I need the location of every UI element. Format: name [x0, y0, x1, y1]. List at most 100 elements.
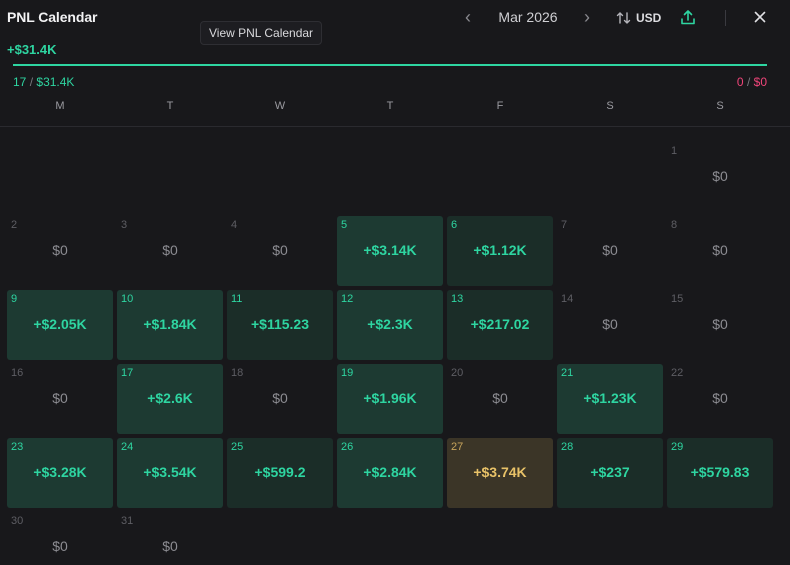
day-number: 2 — [11, 219, 18, 231]
day-number: 25 — [231, 441, 244, 453]
calendar-day-cell[interactable]: 22 $0 — [667, 364, 773, 434]
day-number: 30 — [11, 515, 24, 527]
day-number: 9 — [11, 293, 18, 305]
calendar-day-cell[interactable]: 1 $0 — [667, 142, 773, 212]
day-number: 17 — [121, 367, 134, 379]
weekday-label: T — [386, 100, 394, 112]
calendar-day-cell[interactable]: 20 $0 — [447, 364, 553, 434]
day-pnl-value: $0 — [272, 242, 288, 258]
calendar-day-cell[interactable]: 6 +$1.12K — [447, 216, 553, 286]
win-progress-fill — [13, 64, 767, 66]
day-pnl-value: +$3.28K — [33, 464, 87, 480]
day-pnl-value: $0 — [602, 316, 618, 332]
chevron-left-icon[interactable]: ‹ — [465, 7, 471, 27]
calendar-day-cell[interactable]: 17 +$2.6K — [117, 364, 223, 434]
day-number: 18 — [231, 367, 244, 379]
day-number: 12 — [341, 293, 354, 305]
weekday-label: T — [166, 100, 174, 112]
sort-arrows-icon[interactable] — [616, 10, 632, 26]
day-number: 14 — [561, 293, 574, 305]
calendar-day-cell[interactable]: 23 +$3.28K — [7, 438, 113, 508]
day-pnl-value: +$1.84K — [143, 316, 197, 332]
day-number: 16 — [11, 367, 24, 379]
day-number: 26 — [341, 441, 354, 453]
winning-days-stat: 17 / $31.4K — [13, 75, 74, 89]
win-stat-separator: / — [29, 75, 34, 89]
day-pnl-value: +$2.84K — [363, 464, 417, 480]
day-pnl-value: +$237 — [590, 464, 630, 480]
calendar-day-cell[interactable]: 11 +$115.23 — [227, 290, 333, 360]
calendar-day-cell[interactable]: 18 $0 — [227, 364, 333, 434]
day-number: 24 — [121, 441, 134, 453]
chevron-right-icon[interactable]: › — [584, 7, 590, 27]
close-icon[interactable] — [753, 10, 767, 24]
calendar-day-cell[interactable]: 29 +$579.83 — [667, 438, 773, 508]
day-pnl-value: $0 — [162, 242, 178, 258]
day-number: 11 — [231, 293, 243, 305]
panel-title: PNL Calendar — [7, 9, 98, 25]
calendar-day-cell[interactable]: 13 +$217.02 — [447, 290, 553, 360]
weekday-label: W — [274, 100, 286, 112]
day-pnl-value: +$579.83 — [690, 464, 750, 480]
calendar-day-cell[interactable]: 10 +$1.84K — [117, 290, 223, 360]
calendar-day-cell[interactable]: 26 +$2.84K — [337, 438, 443, 508]
calendar-day-cell[interactable]: 16 $0 — [7, 364, 113, 434]
day-pnl-value: +$2.3K — [367, 316, 413, 332]
weekday-label: S — [716, 100, 724, 112]
day-pnl-value: +$3.14K — [363, 242, 417, 258]
win-days-count: 17 — [13, 75, 27, 89]
day-pnl-value: $0 — [492, 390, 508, 406]
view-pnl-calendar-tooltip: View PNL Calendar — [200, 21, 323, 45]
total-pnl: +$31.4K — [7, 42, 57, 57]
day-number: 31 — [121, 515, 134, 527]
day-pnl-value: $0 — [712, 242, 728, 258]
calendar-day-cell[interactable]: 15 $0 — [667, 290, 773, 360]
calendar-day-cell[interactable]: 25 +$599.2 — [227, 438, 333, 508]
calendar-day-cell[interactable]: 21 +$1.23K — [557, 364, 663, 434]
day-number: 21 — [561, 367, 574, 379]
day-number: 4 — [231, 219, 238, 231]
weekday-label: F — [496, 100, 504, 112]
calendar-day-cell[interactable]: 24 +$3.54K — [117, 438, 223, 508]
share-upload-icon[interactable] — [680, 9, 696, 26]
day-pnl-value: +$2.6K — [147, 390, 193, 406]
calendar-day-cell[interactable]: 12 +$2.3K — [337, 290, 443, 360]
losing-days-stat: 0 / $0 — [737, 75, 767, 89]
day-pnl-value: $0 — [52, 538, 68, 554]
day-number: 7 — [561, 219, 568, 231]
month-label: Mar 2026 — [498, 9, 558, 25]
calendar-day-cell[interactable]: 5 +$3.14K — [337, 216, 443, 286]
day-pnl-value: +$1.12K — [473, 242, 527, 258]
day-number: 5 — [341, 219, 348, 231]
calendar-day-cell[interactable]: 19 +$1.96K — [337, 364, 443, 434]
day-pnl-value: $0 — [162, 538, 178, 554]
day-pnl-value: $0 — [712, 168, 728, 184]
loss-stat-separator: / — [746, 75, 751, 89]
day-pnl-value: $0 — [712, 390, 728, 406]
calendar-day-cell[interactable]: 2 $0 — [7, 216, 113, 286]
calendar-day-cell[interactable]: 3 $0 — [117, 216, 223, 286]
calendar-day-cell[interactable]: 8 $0 — [667, 216, 773, 286]
calendar-day-cell[interactable]: 4 $0 — [227, 216, 333, 286]
day-number: 3 — [121, 219, 128, 231]
calendar-day-cell[interactable]: 7 $0 — [557, 216, 663, 286]
day-pnl-value: +$2.05K — [33, 316, 87, 332]
day-number: 1 — [671, 145, 678, 157]
header-divider — [725, 10, 726, 26]
day-number: 20 — [451, 367, 464, 379]
calendar-day-cell[interactable]: 28 +$237 — [557, 438, 663, 508]
day-pnl-value: +$115.23 — [250, 316, 309, 332]
calendar-day-cell[interactable]: 9 +$2.05K — [7, 290, 113, 360]
win-amount: $31.4K — [36, 75, 75, 89]
currency-selector[interactable]: USD — [636, 11, 662, 25]
calendar-day-cell[interactable]: 31 $0 — [117, 512, 223, 565]
calendar-day-cell[interactable]: 14 $0 — [557, 290, 663, 360]
day-number: 6 — [451, 219, 458, 231]
day-pnl-value: $0 — [52, 242, 68, 258]
loss-days-count: 0 — [736, 75, 744, 89]
win-loss-progress-bar — [13, 64, 767, 66]
day-number: 19 — [341, 367, 354, 379]
calendar-day-cell[interactable]: 27 +$3.74K — [447, 438, 553, 508]
calendar-day-cell[interactable]: 30 $0 — [7, 512, 113, 565]
